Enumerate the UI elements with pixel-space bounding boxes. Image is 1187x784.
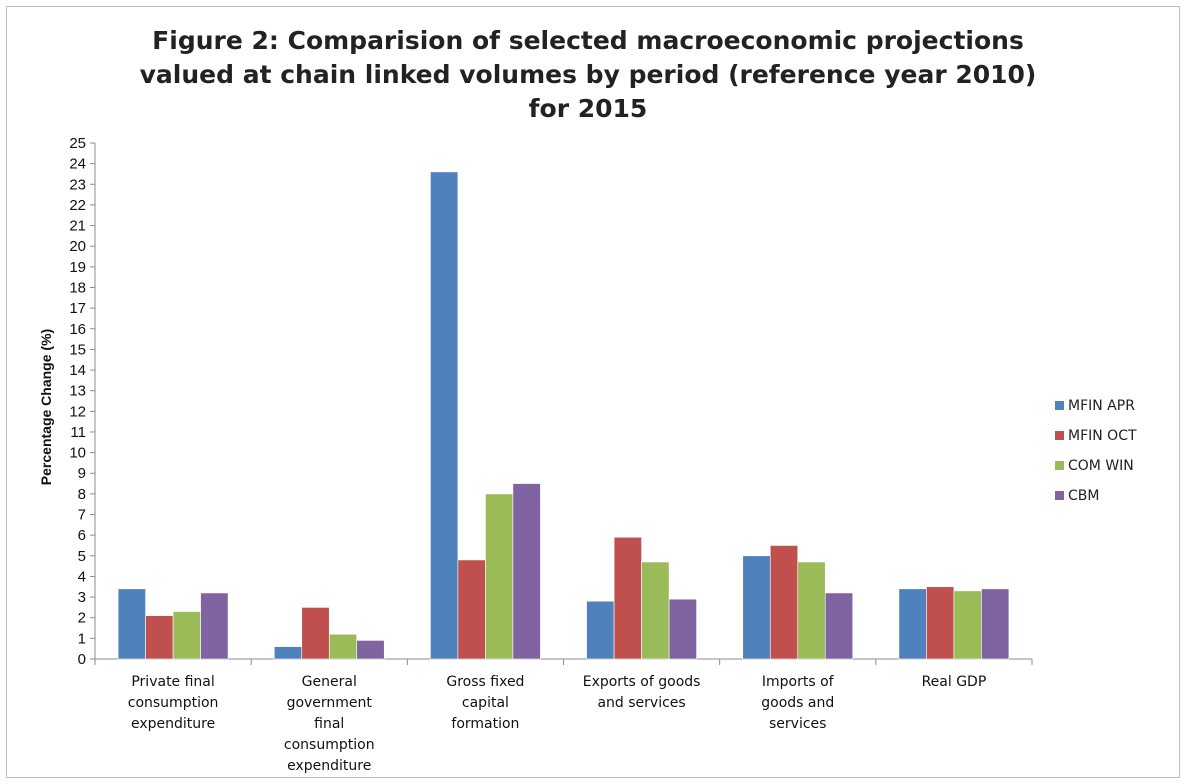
y-tick-label: 9 [78,465,86,482]
y-tick-label: 14 [69,362,86,379]
x-category-label-line: goods and [761,695,834,711]
x-category-label-line: expenditure [287,758,371,774]
y-tick-label: 19 [69,259,86,276]
y-tick-label: 6 [78,527,86,544]
x-category-label-line: Gross fixed [446,674,524,690]
y-tick-label: 4 [78,568,86,585]
bar [356,640,385,660]
bar [172,611,201,660]
bar [981,588,1010,660]
y-tick-label: 18 [69,279,86,296]
x-category-label: Exports of goods and services [583,674,701,711]
x-category-label-line: and services [597,695,685,711]
y-tick-label: 21 [69,218,86,235]
y-tick-label: 13 [69,383,86,400]
legend-swatch [1055,431,1064,440]
bar [145,615,174,660]
bar [613,536,642,660]
x-category-label-line: formation [451,716,519,732]
y-tick-label: 20 [69,238,86,255]
y-tick-label: 0 [78,651,86,668]
x-category-label-line: consumption [284,737,375,753]
bar [430,171,459,660]
y-tick-label: 5 [78,548,86,565]
y-tick-label: 1 [78,630,86,647]
y-tick-label: 3 [78,589,86,606]
y-tick-label: 10 [69,445,86,462]
x-category-label-line: government [287,695,373,711]
x-axis-categories: Private final consumption expenditureGener… [94,659,1033,774]
x-category-label-line: Exports of goods [583,674,701,690]
legend-swatch [1055,491,1064,500]
legend: MFIN APR MFIN OCT COM WIN CBM [1055,398,1137,504]
bar [301,607,330,660]
legend-swatch [1055,401,1064,410]
chart-title: Figure 2: Comparision of selected macroe… [140,26,1037,123]
y-tick-label: 11 [70,424,86,441]
bar [328,633,358,660]
x-category-label: Imports of goods and services [761,674,834,732]
x-category-label: General government final consumption expendi… [284,674,375,774]
chart-title-line-3: for 2015 [529,94,648,123]
bar [512,483,541,660]
x-category-label: Private final consumption expenditure [128,674,219,732]
bar-chart: Figure 2: Comparision of selected macroe… [38,26,1137,774]
x-category-label-line: final [314,716,344,732]
y-tick-label: 15 [69,341,86,358]
bar [898,588,927,660]
x-category-label-line: Real GDP [922,674,987,690]
chart-frame: Figure 2: Comparision of selected macroe… [6,6,1180,778]
y-axis-label: Percentage Change (%) [38,329,54,485]
bar [485,493,514,660]
bar [641,561,670,660]
y-tick-label: 8 [78,486,86,503]
y-tick-label: 7 [78,507,86,524]
bar [769,545,799,660]
y-tick-label: 24 [69,156,86,173]
x-category-label-line: services [769,716,826,732]
bar [668,598,697,660]
y-tick-label: 17 [69,300,86,317]
chart-title-line-1: Figure 2: Comparision of selected macroe… [152,26,1024,55]
axes [94,143,1032,660]
x-category-label-line: General [302,674,357,690]
legend-label: COM WIN [1068,458,1134,474]
bar [797,561,826,660]
bar [273,646,303,660]
bar [926,586,955,660]
bar [742,555,771,660]
legend-label: MFIN OCT [1068,428,1137,444]
y-tick-label: 25 [69,135,86,152]
bar [586,600,615,660]
bar [117,588,146,660]
x-category-label-line: capital [462,695,509,711]
x-category-label-line: Private final [131,674,214,690]
x-category-label: Gross fixed capital formation [446,674,524,732]
chart-title-line-2: valued at chain linked volumes by period… [140,60,1037,89]
bar [457,559,486,660]
bar [824,592,854,660]
x-category-label: Real GDP [922,674,987,690]
x-category-label-line: Imports of [762,674,835,690]
x-category-label-line: expenditure [131,716,215,732]
legend-label: CBM [1068,488,1099,504]
bar [200,592,229,660]
bars [117,171,1010,660]
y-tick-label: 23 [69,176,86,193]
y-tick-label: 16 [69,321,86,338]
legend-swatch [1055,461,1064,470]
y-tick-label: 22 [69,197,86,214]
y-axis-ticks: 0123456789101112131415161718192021222324… [69,135,95,668]
bar [953,590,982,660]
x-category-label-line: consumption [128,695,219,711]
legend-label: MFIN APR [1068,398,1135,414]
y-tick-label: 2 [78,610,86,627]
y-tick-label: 12 [69,403,86,420]
